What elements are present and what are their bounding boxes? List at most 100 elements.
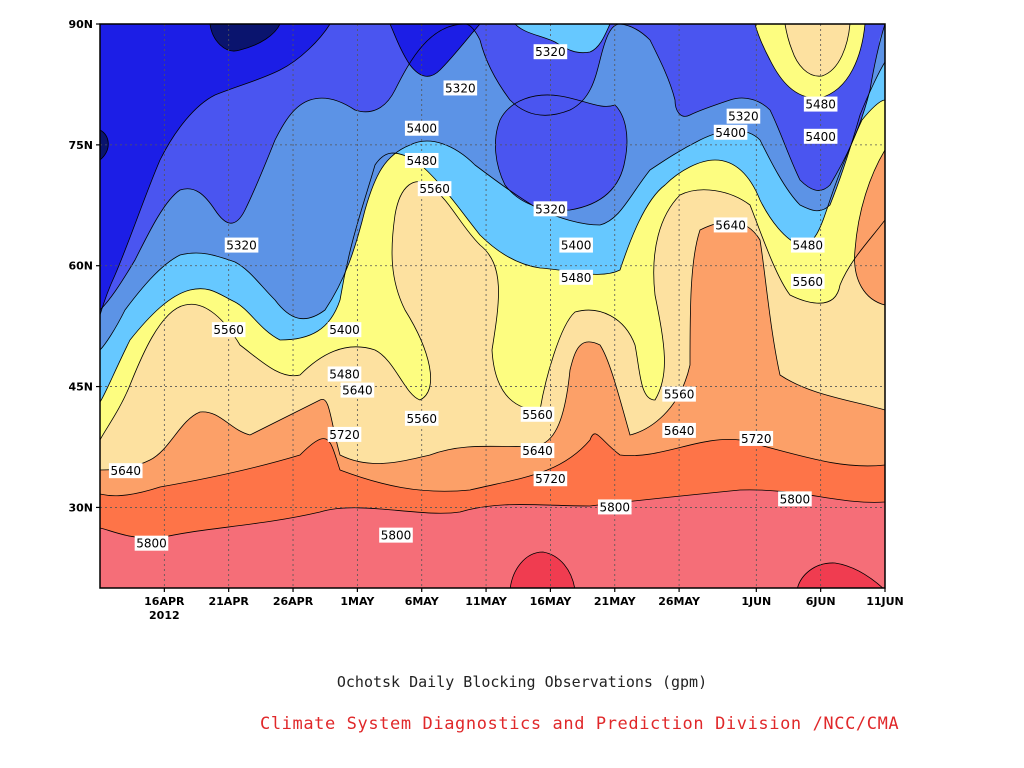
y-tick-label: 75N: [68, 139, 93, 152]
x-tick-label: 11MAY: [465, 595, 508, 608]
contour-label-text: 5400: [805, 130, 836, 144]
contour-label-box: [790, 273, 825, 289]
x-tick-label: 16APR: [144, 595, 185, 608]
contour-label: 5800: [597, 499, 632, 515]
band-below-5240: [210, 24, 280, 51]
pocket-5400-rightedge: [878, 30, 885, 58]
contour-label: 5320: [726, 108, 761, 124]
contour-5160: [209, 24, 281, 52]
contour-label: 5400: [803, 128, 838, 144]
contour-label: 5800: [379, 527, 413, 543]
chart-title: Ochotsk Daily Blocking Observations (gpm…: [336, 673, 708, 691]
contour-label: 5400: [559, 237, 593, 253]
contour-label-box: [211, 322, 246, 338]
pocket-5720-right: [854, 150, 885, 305]
contour-5320-right: [619, 24, 885, 191]
contour-label: 5640: [520, 443, 555, 459]
contour-label: 5560: [404, 410, 439, 426]
contour-label-box: [803, 128, 838, 144]
contour-label-text: 5480: [805, 98, 836, 112]
y-tick-label: 45N: [68, 381, 93, 394]
contour-5320-mid: [464, 24, 621, 116]
contour-label: 5400: [713, 124, 748, 140]
x-tick-label: 26MAY: [658, 595, 701, 608]
contour-label-box: [404, 410, 439, 426]
contour-label-text: 5480: [561, 271, 592, 285]
contour-label-box: [559, 269, 593, 285]
contour-label: 5320: [533, 44, 568, 60]
contour-label: 5720: [533, 471, 568, 487]
contour-label-text: 5320: [728, 110, 759, 124]
x-tick-label: 16MAY: [530, 595, 573, 608]
x-tick-label: 21MAY: [594, 595, 637, 608]
contour-label: 5640: [108, 463, 143, 479]
contour-label-box: [559, 237, 593, 253]
contour-5400: [100, 61, 885, 351]
contour-label-box: [404, 152, 439, 168]
contour-label-box: [134, 535, 169, 551]
contour-5800: [100, 489, 885, 539]
grid: [100, 24, 885, 588]
pocket-5480-top: [515, 24, 610, 53]
contour-label-box: [662, 422, 696, 438]
contour-label-text: 5800: [780, 492, 811, 506]
contour-label-box: [404, 120, 439, 136]
contour-label: 5640: [713, 217, 748, 233]
contour-label: 5480: [327, 366, 362, 382]
contour-label-box: [533, 201, 568, 217]
contour-label-text: 5640: [110, 464, 141, 478]
contour-label-text: 5560: [793, 275, 824, 289]
contour-label-text: 5400: [406, 122, 437, 136]
contour-label-text: 5720: [741, 432, 772, 446]
contour-label-text: 5640: [342, 384, 373, 398]
contour-label-text: 5560: [522, 408, 553, 422]
contour-label-box: [340, 382, 375, 398]
pocket-5640-topright: [785, 24, 850, 77]
contour-label-box: [520, 443, 555, 459]
contour-label-box: [417, 181, 452, 197]
contour-label: 5720: [327, 426, 362, 442]
contour-label-text: 5560: [419, 182, 450, 196]
core-red-left: [510, 552, 575, 588]
contour-label-box: [778, 491, 812, 507]
contour-label-text: 5720: [329, 428, 360, 442]
contour-topright-b: [784, 24, 851, 77]
contour-label: 5560: [417, 181, 452, 197]
contour-label-box: [713, 217, 748, 233]
core-red-right: [797, 562, 883, 588]
contour-5640: [100, 221, 885, 471]
contour-label-box: [713, 124, 748, 140]
contour-label: 5640: [662, 422, 696, 438]
band-below-5240-edge: [100, 130, 109, 160]
contour-label-text: 5480: [793, 239, 824, 253]
contour-label-box: [327, 426, 362, 442]
x-tick-label: 1MAY: [340, 595, 375, 608]
contour-label-text: 5400: [561, 239, 592, 253]
contour-label: 5480: [803, 96, 838, 112]
contour-label-box: [790, 237, 825, 253]
contour-label-box: [108, 463, 143, 479]
y-axis: 30N 45N 60N 75N 90N: [68, 18, 100, 514]
contour-label-box: [739, 430, 774, 446]
contour-label-box: [662, 386, 696, 402]
contour-label-box: [520, 406, 555, 422]
x-tick-year: 2012: [149, 609, 180, 622]
contour-label-text: 5720: [535, 472, 566, 486]
contour-label-text: 5560: [213, 323, 244, 337]
contour-topright-a: [754, 24, 866, 99]
x-tick-label: 11JUN: [866, 595, 904, 608]
contour-label-text: 5320: [445, 81, 476, 95]
contour-label-box: [443, 80, 478, 96]
contour-label: 5720: [739, 430, 774, 446]
contour-5240-b: [389, 24, 481, 77]
x-tick-label: 6JUN: [806, 595, 836, 608]
contour-5560: [100, 181, 885, 441]
y-tick-label: 30N: [68, 501, 93, 514]
contour-pocket-top: [514, 24, 611, 54]
contour-label: 5400: [404, 120, 439, 136]
contour-label: 5800: [778, 491, 812, 507]
pocket-5320-center: [495, 95, 627, 211]
contour-label: 5560: [520, 406, 555, 422]
y-tick-label: 90N: [68, 18, 93, 31]
contour-label-text: 5800: [599, 500, 630, 514]
